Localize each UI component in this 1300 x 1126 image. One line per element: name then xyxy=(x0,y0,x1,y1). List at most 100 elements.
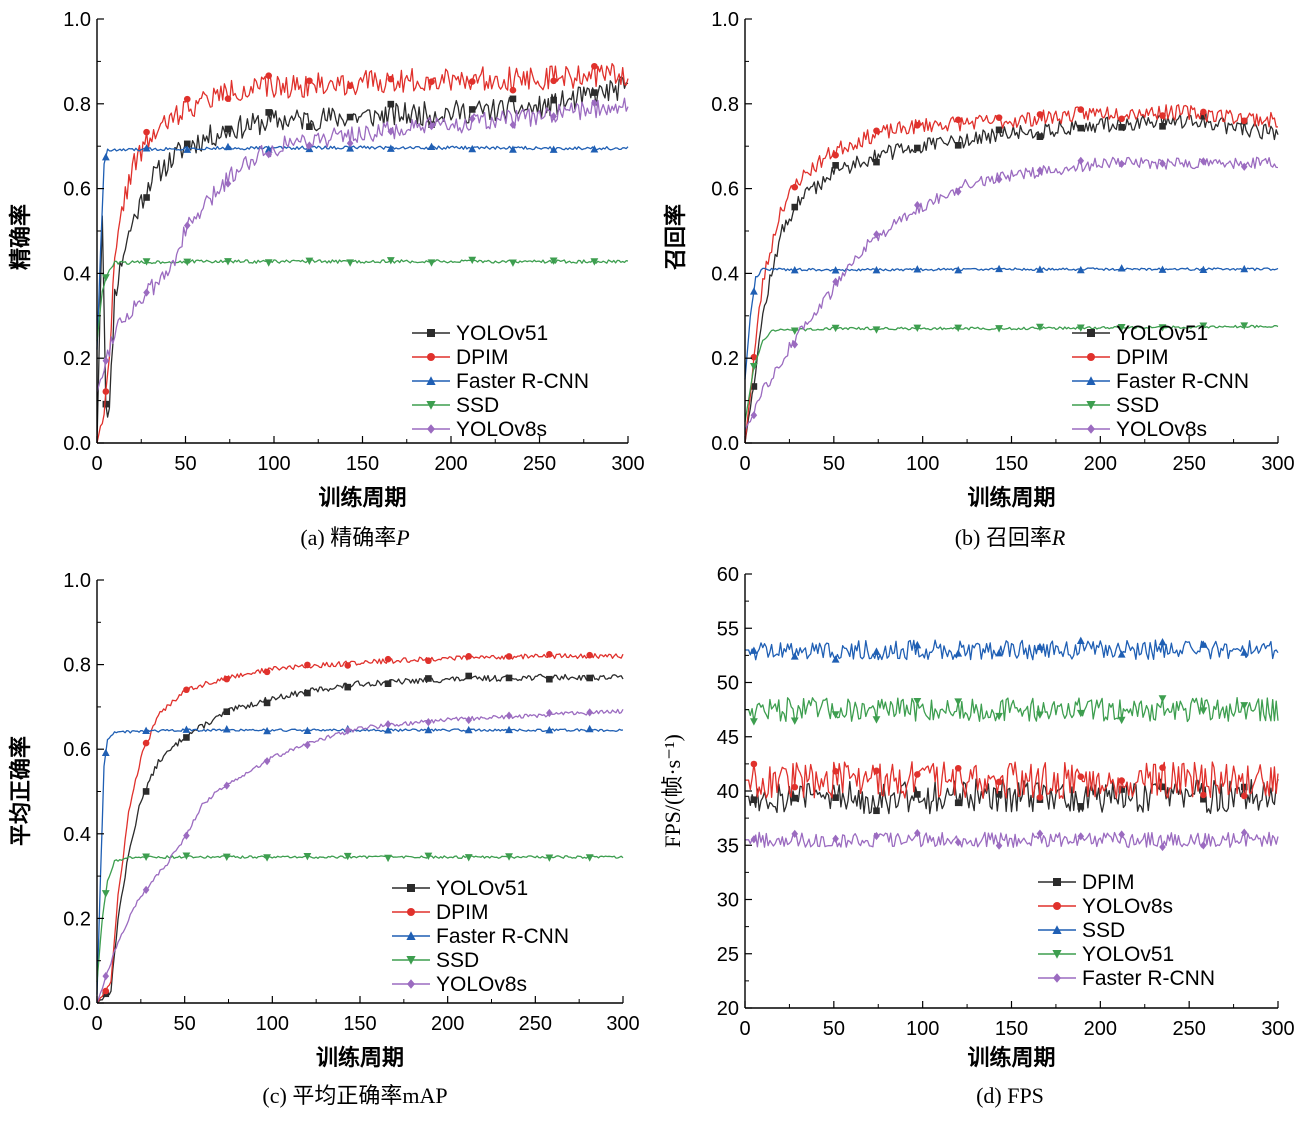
data-point-marker xyxy=(183,95,191,103)
data-point-marker xyxy=(1200,157,1207,166)
data-point-marker xyxy=(1240,648,1249,656)
data-point-marker xyxy=(1158,324,1167,332)
data-point-marker xyxy=(1200,791,1207,799)
panel-caption: (c) 平均正确率mAP xyxy=(262,1083,447,1108)
y-tick-label: 45 xyxy=(717,727,739,749)
data-point-marker xyxy=(224,179,232,188)
data-point-marker xyxy=(224,125,232,133)
panel-a-precision-chart: 0 50 100 150 200 250 300 0.0 0.2 0.4 0.6 0.8 1.0 训练周期… xyxy=(8,9,645,550)
data-point-marker xyxy=(749,287,758,295)
data-point-marker xyxy=(384,726,392,734)
data-point-marker xyxy=(873,767,880,775)
x-tick-label: 50 xyxy=(174,1013,196,1035)
legend-entry-label: YOLOv8s xyxy=(436,973,527,996)
x-tick-label: 100 xyxy=(906,1018,939,1040)
data-point-marker xyxy=(509,86,517,94)
data-point-marker xyxy=(346,144,355,152)
data-point-marker xyxy=(1117,650,1126,658)
data-point-marker xyxy=(344,726,352,735)
x-tick-label: 300 xyxy=(1261,1018,1294,1040)
data-point-marker xyxy=(750,760,758,768)
legend-marker-swatch xyxy=(1087,424,1095,434)
data-point-marker xyxy=(468,106,476,113)
data-point-marker xyxy=(263,668,271,676)
data-point-marker xyxy=(545,854,554,862)
data-point-marker xyxy=(995,325,1003,333)
data-point-marker xyxy=(591,62,598,70)
legend-marker-swatch xyxy=(407,979,415,989)
data-point-marker xyxy=(387,100,395,108)
data-point-marker xyxy=(832,162,839,169)
data-point-marker xyxy=(182,725,191,733)
data-point-marker xyxy=(995,126,1003,134)
data-point-marker xyxy=(464,725,473,734)
y-tick-label: 30 xyxy=(717,890,739,912)
data-point-marker xyxy=(1036,166,1044,175)
data-point-marker xyxy=(424,725,433,734)
data-point-marker xyxy=(384,655,392,663)
data-point-marker xyxy=(465,653,473,660)
legend-marker-swatch xyxy=(427,329,435,337)
data-point-marker xyxy=(303,853,312,861)
x-tick-label: 200 xyxy=(434,453,467,475)
data-point-marker xyxy=(995,778,1003,786)
data-point-marker xyxy=(344,662,352,669)
data-point-marker xyxy=(873,831,880,841)
data-point-marker xyxy=(914,201,921,210)
y-tick-label: 60 xyxy=(717,564,739,586)
data-point-marker xyxy=(749,718,758,726)
data-point-marker xyxy=(143,128,150,136)
data-point-marker xyxy=(306,123,313,130)
data-point-marker xyxy=(790,265,799,274)
data-point-marker xyxy=(1159,842,1166,852)
data-point-marker xyxy=(831,655,840,663)
data-point-marker xyxy=(873,230,880,239)
y-axis-label: 召回率 xyxy=(663,204,689,271)
legend-marker-swatch xyxy=(406,956,416,965)
caption-text: (c) 平均正确率mAP xyxy=(262,1083,447,1108)
caption-text: (d) FPS xyxy=(976,1083,1044,1108)
data-point-marker xyxy=(142,726,150,735)
data-point-marker xyxy=(1076,709,1085,718)
data-point-marker xyxy=(1076,636,1085,645)
data-point-marker xyxy=(1199,640,1208,648)
data-point-marker xyxy=(468,114,476,123)
data-point-marker xyxy=(913,698,922,706)
series-markers xyxy=(749,322,1249,371)
data-point-marker xyxy=(468,78,476,85)
panel-caption: (b) 召回率R xyxy=(955,525,1066,550)
data-point-marker xyxy=(914,144,921,152)
y-tick-label: 35 xyxy=(717,835,739,857)
data-point-marker xyxy=(872,647,881,655)
x-tick-label: 150 xyxy=(343,1013,376,1035)
legend-entry-label: Faster R-CNN xyxy=(1082,967,1215,990)
data-point-marker xyxy=(424,852,433,861)
data-point-marker xyxy=(791,203,799,211)
data-point-marker xyxy=(995,175,1003,184)
data-point-marker xyxy=(954,838,962,847)
data-point-marker xyxy=(1076,324,1085,332)
y-tick-label: 0.8 xyxy=(63,655,91,677)
panel-caption: (d) FPS xyxy=(976,1083,1044,1108)
data-point-marker xyxy=(183,140,191,148)
legend-marker-swatch xyxy=(426,376,436,385)
x-tick-label: 300 xyxy=(606,1013,639,1035)
legend-entry-label: Faster R-CNN xyxy=(1116,370,1249,393)
data-point-marker xyxy=(346,139,354,148)
panel-b-recall-chart: 0 50 100 150 200 250 300 0.0 0.2 0.4 0.6 0.8 1.0 训练周期… xyxy=(663,9,1295,550)
data-point-marker xyxy=(102,987,110,995)
data-point-marker xyxy=(995,790,1003,798)
data-point-marker xyxy=(995,841,1003,850)
data-point-marker xyxy=(102,356,110,365)
data-point-marker xyxy=(509,259,517,267)
series-markers xyxy=(101,256,599,282)
data-point-marker xyxy=(346,113,354,121)
y-tick-label: 1.0 xyxy=(63,570,91,592)
data-point-marker xyxy=(183,831,190,840)
data-point-marker xyxy=(1117,323,1126,332)
data-point-marker xyxy=(1118,830,1125,839)
y-tick-label: 1.0 xyxy=(63,9,91,31)
data-point-marker xyxy=(1240,702,1249,710)
data-point-marker xyxy=(1200,112,1207,120)
data-point-marker xyxy=(425,657,432,665)
